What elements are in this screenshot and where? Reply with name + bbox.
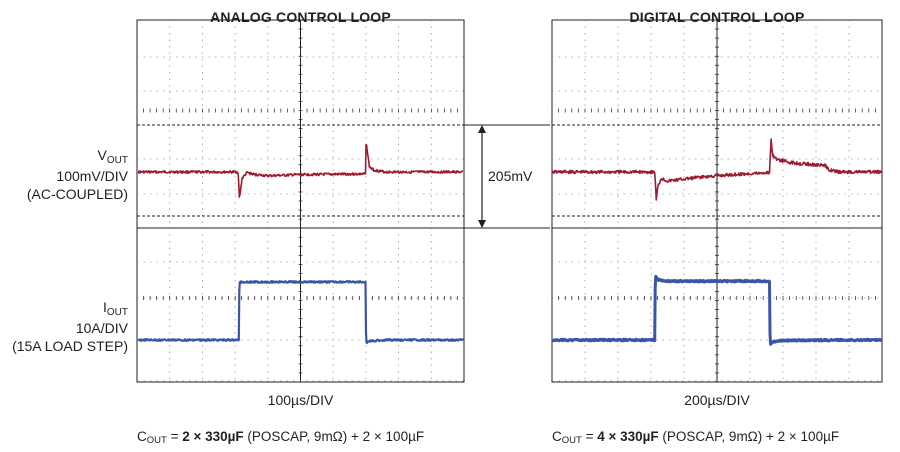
left-cout-caption: COUT = 2 × 330µF (POSCAP, 9mΩ) + 2 × 100… <box>137 429 425 446</box>
delta-arrow-up-icon <box>478 125 486 133</box>
delta-label: 205mV <box>488 168 533 184</box>
right-iout-trace <box>551 274 883 346</box>
vout-symbol: V <box>97 147 107 163</box>
scope-traces <box>137 138 883 346</box>
right-scope-grid <box>551 19 883 383</box>
iout-scale: 10A/DIV <box>75 320 128 336</box>
right-cout-caption: COUT = 4 × 330µF (POSCAP, 9mΩ) + 2 × 100… <box>552 429 840 446</box>
vout-scale: 100mV/DIV <box>56 168 128 184</box>
iout-axis-label: IOUT 10A/DIV (15A LOAD STEP) <box>10 298 128 355</box>
delta-marker: 205mV <box>463 124 550 229</box>
left-cout-subscript: OUT <box>146 435 167 446</box>
vout-coupling: (AC-COUPLED) <box>26 186 128 202</box>
left-cout-value: 2 × 330µF <box>182 429 244 444</box>
left-iout-trace <box>137 280 465 344</box>
right-cout-subscript: OUT <box>561 435 582 446</box>
right-cout-symbol: C <box>552 429 562 444</box>
iout-subscript: OUT <box>106 307 128 318</box>
vout-axis-label: VOUT 100mV/DIV (AC-COUPLED) <box>20 146 128 203</box>
delta-arrow-down-icon <box>478 220 486 228</box>
right-timebase: 200µs/DIV <box>684 392 750 408</box>
left-cout-eq: = <box>166 429 183 444</box>
left-vout-trace <box>137 143 464 198</box>
left-chart-title: ANALOG CONTROL LOOP <box>210 9 391 25</box>
right-cout-rest: (POSCAP, 9mΩ) + 2 × 100µF <box>658 429 840 444</box>
left-timebase: 100µs/DIV <box>267 392 334 408</box>
left-cout-rest: (POSCAP, 9mΩ) + 2 × 100µF <box>243 429 425 444</box>
vout-subscript: OUT <box>106 155 128 166</box>
iout-symbol: I <box>103 299 107 315</box>
left-cout-symbol: C <box>137 429 147 444</box>
iout-load-step: (15A LOAD STEP) <box>12 338 128 354</box>
right-cout-value: 4 × 330µF <box>597 429 659 444</box>
left-scope-grid <box>136 19 465 383</box>
right-cout-eq: = <box>581 429 598 444</box>
right-chart-title: DIGITAL CONTROL LOOP <box>629 9 805 25</box>
right-vout-trace <box>552 138 882 201</box>
